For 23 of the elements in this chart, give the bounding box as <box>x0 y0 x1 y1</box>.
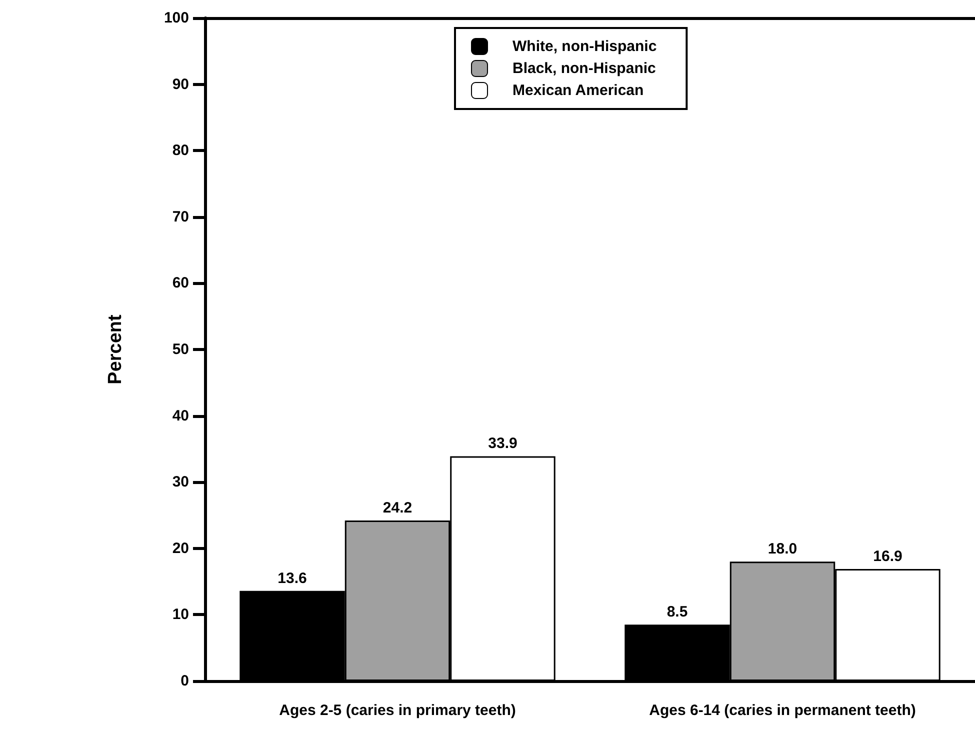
x-tick-label: Ages 2-5 (caries in primary teeth) <box>279 702 516 719</box>
y-tick-label: 10 <box>172 606 189 624</box>
legend-label: Mexican American <box>512 82 644 99</box>
text: 24.2 <box>382 500 412 517</box>
text: 18.0 <box>768 540 798 558</box>
y-tick-label: 40 <box>172 407 189 424</box>
text: 16.9 <box>873 548 902 565</box>
legend-label: Black, non-Hispanic <box>512 60 656 77</box>
x-tick-label: Ages 6-14 (caries in permanent teeth) <box>649 702 916 719</box>
y-tick-label: 100 <box>164 10 189 26</box>
y-tick-label: 30 <box>172 474 189 491</box>
y-axis-title: Percent <box>105 314 126 384</box>
text: 13.6 <box>278 570 307 587</box>
y-tick-label: 70 <box>172 208 189 226</box>
y-tick-label: 80 <box>172 142 189 160</box>
legend-label: White, non-Hispanic <box>512 38 657 55</box>
y-tick-label: 60 <box>172 274 189 292</box>
y-tick-label: 90 <box>172 76 189 93</box>
y-tick-label: 0 <box>180 672 189 690</box>
text: 33.9 <box>488 435 518 452</box>
y-tick-label: 50 <box>172 341 189 358</box>
y-tick-label: 20 <box>172 540 189 557</box>
text: 8.5 <box>666 604 688 621</box>
